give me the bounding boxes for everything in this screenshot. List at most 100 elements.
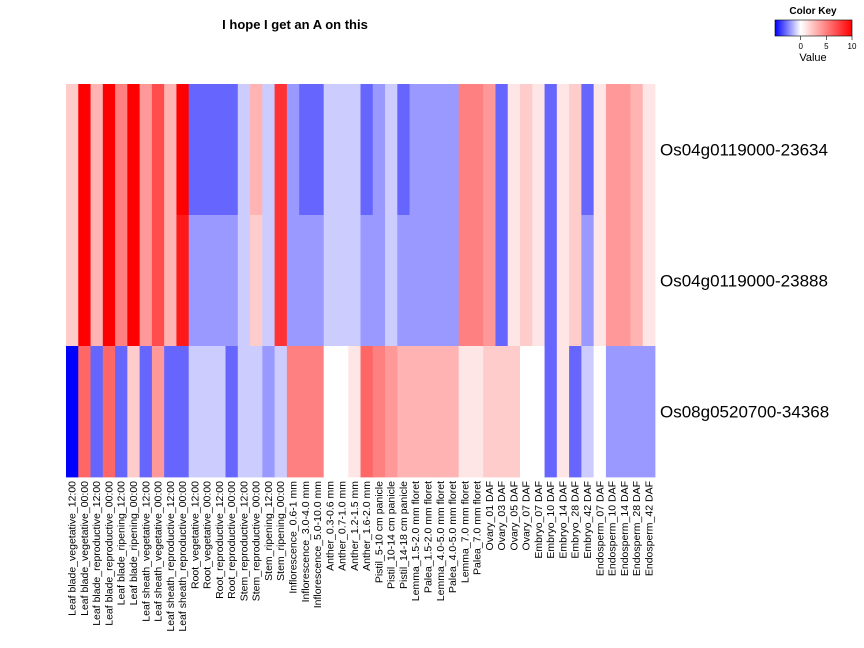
heatmap-cell — [213, 215, 226, 347]
column-label: Ovary_01 DAF — [484, 481, 496, 550]
column-label: Endosperm_14 DAF — [619, 481, 631, 576]
column-label: Anther_1.2-1.5 mm — [349, 481, 361, 571]
heatmap-cell — [495, 84, 509, 216]
heatmap-cell — [556, 215, 570, 347]
heatmap-cell — [151, 84, 165, 216]
heatmap-cell — [237, 346, 251, 478]
heatmap-cell — [299, 215, 312, 347]
heatmap-cell — [458, 215, 472, 347]
column-label: Stem_ripening_12:00 — [263, 481, 275, 581]
heatmap-cell — [311, 215, 325, 347]
row-label: Os04g0119000-23888 — [660, 272, 828, 291]
heatmap-cell — [630, 215, 644, 347]
column-label: Palea_4.0-5.0 mm floret — [447, 481, 459, 593]
heatmap-cell — [311, 84, 325, 216]
heatmap-cell — [323, 346, 337, 478]
chart-title: I hope I get an A on this — [222, 17, 368, 32]
heatmap-cell — [225, 215, 239, 347]
heatmap-cell — [569, 215, 582, 347]
heatmap-cell — [544, 346, 558, 478]
heatmap-cell — [335, 215, 349, 347]
column-label: Leaf blade_reproductive_00:00 — [103, 481, 115, 626]
heatmap-cell — [299, 346, 312, 478]
heatmap-cell — [323, 84, 337, 216]
heatmap-cell — [421, 346, 435, 478]
heatmap-cell — [495, 346, 509, 478]
column-label: Lemma_1.5-2.0 mm floret — [410, 481, 422, 601]
heatmap-cell — [385, 215, 398, 347]
heatmap-cell — [90, 346, 104, 478]
heatmap-cell — [642, 84, 656, 216]
heatmap-cell — [569, 346, 582, 478]
heatmap-cell — [274, 215, 288, 347]
column-label: Pistil_5-10 cm panicle — [373, 481, 385, 583]
heatmap-cell — [581, 346, 595, 478]
heatmap-cell — [470, 346, 484, 478]
heatmap-cell — [90, 215, 104, 347]
column-label: Ovary_07 DAF — [521, 481, 533, 550]
heatmap-cell — [348, 346, 361, 478]
heatmap-cell — [78, 84, 91, 216]
column-label: Leaf blade_reproductive_12:00 — [91, 481, 103, 626]
column-label: Endosperm_10 DAF — [607, 481, 619, 576]
heatmap-cell — [115, 346, 128, 478]
heatmap-cell — [127, 346, 141, 478]
color-key: Color Key 0 5 10 Value — [774, 6, 857, 64]
column-label: Lemma_4.0-5.0 mm floret — [435, 481, 447, 601]
heatmap-cell — [164, 215, 177, 347]
heatmap-cell — [446, 84, 460, 216]
heatmap-cell — [188, 215, 202, 347]
heatmap-cell — [262, 84, 275, 216]
column-label: Stem_reproductive_12:00 — [238, 481, 250, 601]
column-label: Leaf blade_vegetative_12:00 — [67, 481, 79, 616]
column-label: Leaf blade_ripening_00:00 — [128, 481, 140, 606]
column-label: Endosperm_42 DAF — [643, 481, 655, 576]
heatmap-cell — [618, 346, 631, 478]
heatmap-cell — [483, 346, 496, 478]
heatmap-cell — [520, 215, 533, 347]
heatmap-cell — [200, 215, 214, 347]
heatmap-cell — [458, 346, 472, 478]
heatmap-cell — [434, 84, 447, 216]
heatmap-cell — [507, 84, 521, 216]
heatmap-cell — [274, 84, 288, 216]
heatmap-cell — [544, 215, 558, 347]
heatmap-cell — [385, 84, 398, 216]
heatmap-cell — [176, 84, 190, 216]
heatmap-cell — [66, 215, 79, 347]
heatmap-cell — [151, 215, 165, 347]
heatmap-cell — [286, 215, 300, 347]
heatmap-cell — [397, 346, 410, 478]
column-label: Anther_0.7-1.0 mm — [337, 481, 349, 571]
heatmap-cell — [237, 84, 251, 216]
heatmap-cell — [151, 346, 165, 478]
heatmap-cell — [618, 84, 631, 216]
color-key-gradient-bar — [774, 19, 853, 37]
heatmap-cell — [139, 84, 153, 216]
heatmap-cell — [507, 215, 521, 347]
heatmap-cell — [66, 346, 79, 478]
heatmap-cell — [115, 215, 128, 347]
column-label: Lemma_7.0 mm floret — [459, 481, 471, 583]
heatmap-cell — [630, 346, 644, 478]
heatmap-cell — [593, 215, 607, 347]
column-label: Embryo_07 DAF — [533, 481, 545, 559]
heatmap-cell — [188, 84, 202, 216]
column-label: Endosperm_07 DAF — [594, 481, 606, 576]
heatmap-cell — [274, 346, 288, 478]
heatmap-cell — [581, 84, 595, 216]
column-label: Inflorescence_3.0-4.0 mm — [300, 481, 312, 603]
column-label: Anther_0.3-0.6 mm — [324, 481, 336, 571]
heatmap-cell — [348, 84, 361, 216]
heatmap-cell — [581, 215, 595, 347]
column-label: Anther_1.6-2.0 mm — [361, 481, 373, 571]
column-label: Palea_1.5-2.0 mm floret — [423, 481, 435, 593]
heatmap-cell — [605, 346, 619, 478]
heatmap-cell — [532, 215, 545, 347]
heatmap-cell — [642, 346, 656, 478]
column-label: Embryo_28 DAF — [570, 481, 582, 559]
column-label: Root_vegetative_00:00 — [202, 481, 214, 589]
column-label: Pistil_10-14 cm panicle — [386, 481, 398, 589]
heatmap-cell — [434, 215, 447, 347]
